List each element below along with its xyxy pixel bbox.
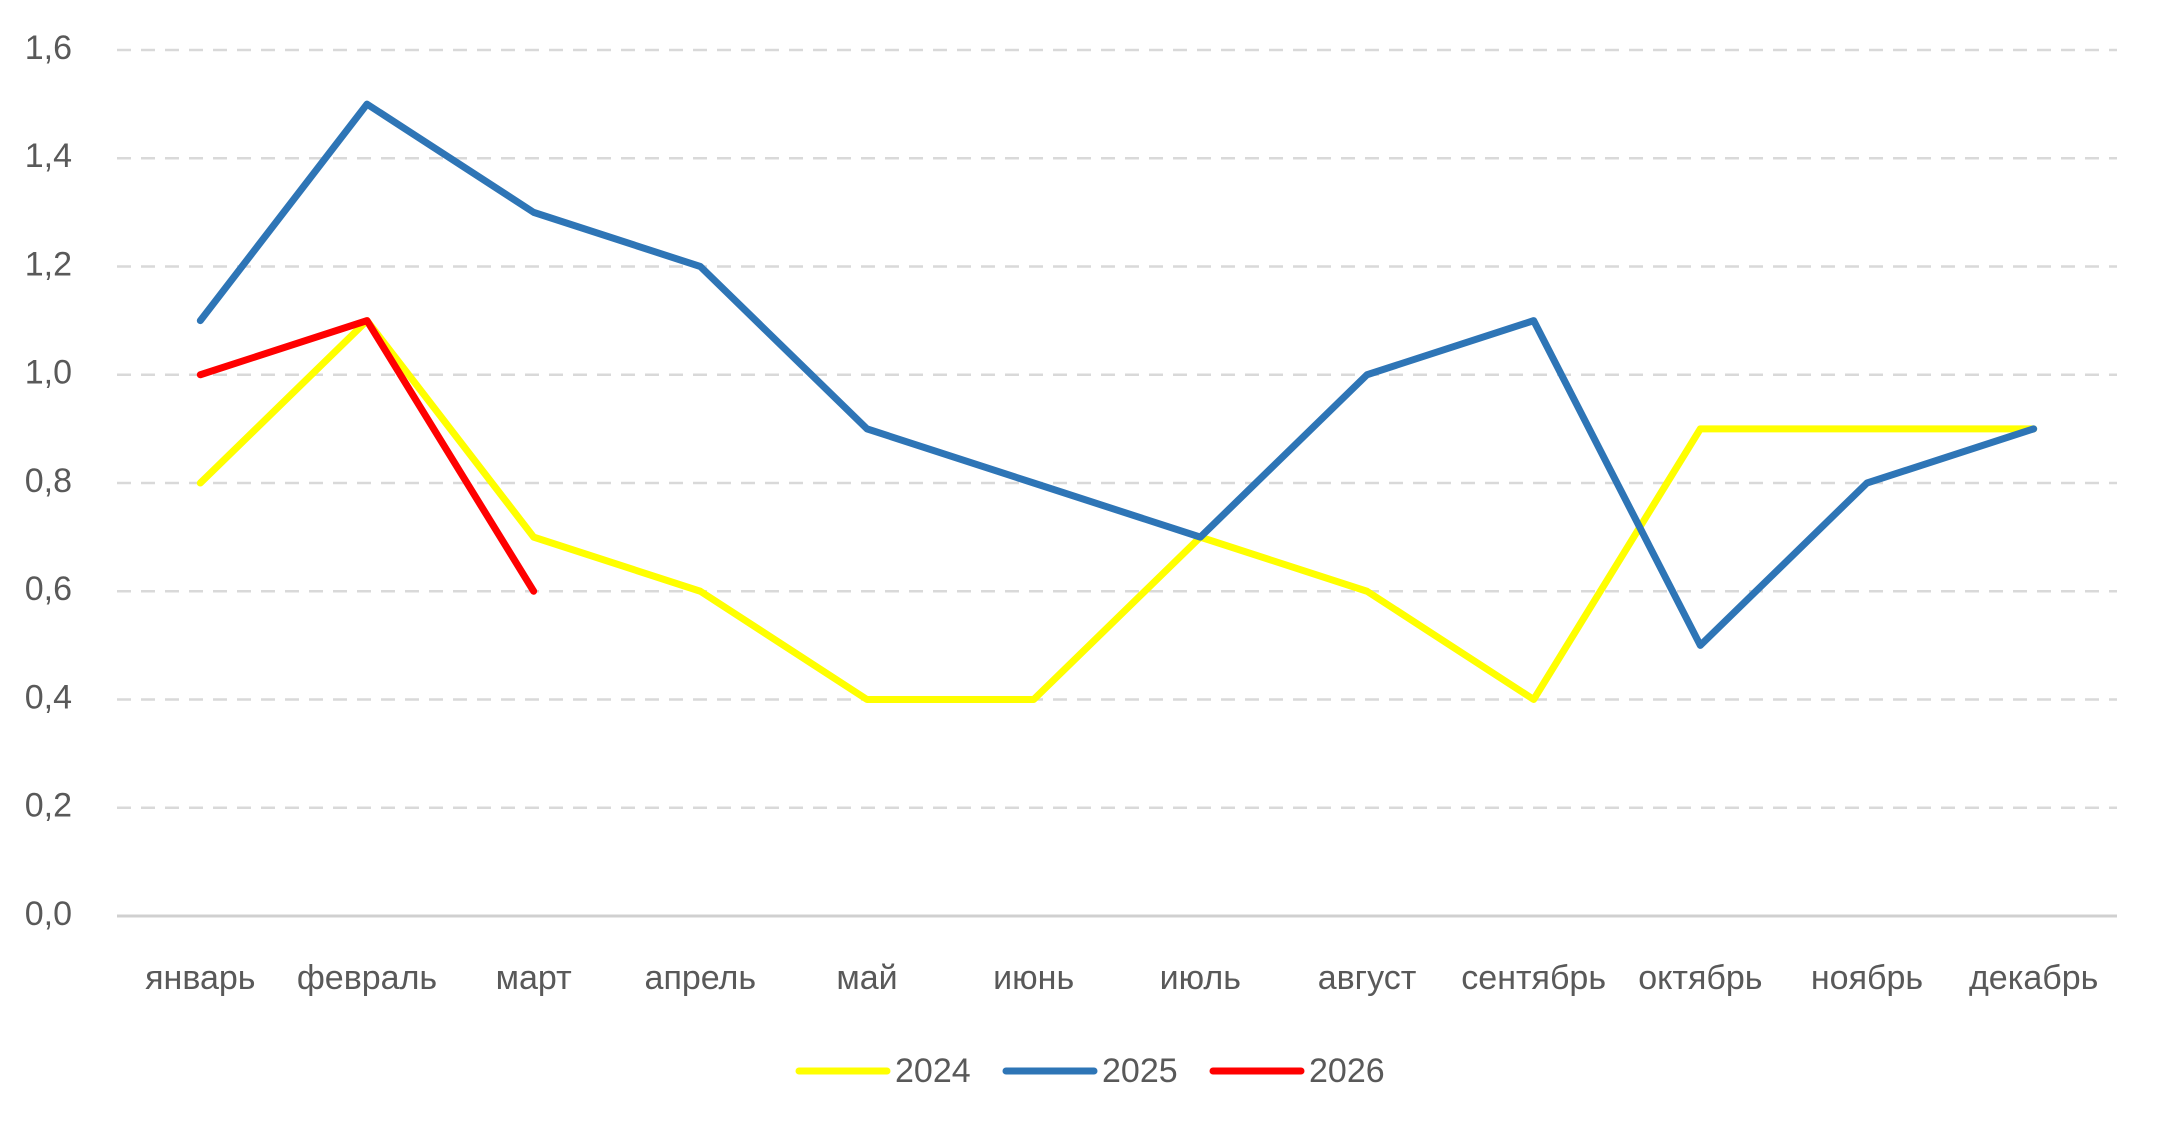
y-tick-label: 0,8: [25, 462, 72, 500]
x-tick-label: февраль: [297, 959, 437, 997]
series-line: [196, 317, 2038, 703]
x-tick-label: июль: [1160, 959, 1241, 997]
x-tick-label: август: [1318, 959, 1417, 997]
x-tick-label: май: [836, 959, 897, 997]
y-tick-label: 1,0: [25, 354, 72, 392]
y-tick-label: 0,0: [25, 895, 72, 933]
series-line: [196, 317, 538, 595]
y-tick-label: 1,6: [25, 29, 72, 67]
x-tick-label: январь: [145, 959, 255, 997]
x-tick-label: октябрь: [1638, 959, 1762, 997]
x-tick-label: апрель: [645, 959, 757, 997]
x-tick-label: июнь: [993, 959, 1074, 997]
y-tick-label: 0,2: [25, 787, 72, 825]
y-tick-label: 0,4: [25, 678, 72, 716]
legend-label: 2026: [1309, 1052, 1385, 1090]
x-tick-label: сентябрь: [1461, 959, 1606, 997]
x-tick-label: март: [496, 959, 572, 997]
x-tick-label: ноябрь: [1811, 959, 1923, 997]
y-tick-label: 1,4: [25, 137, 72, 175]
y-tick-label: 1,2: [25, 245, 72, 283]
y-tick-label: 0,6: [25, 570, 72, 608]
legend-label: 2025: [1102, 1052, 1178, 1090]
series-line: [196, 100, 2038, 649]
x-tick-label: декабрь: [1969, 959, 2098, 997]
legend-label: 2024: [895, 1052, 971, 1090]
